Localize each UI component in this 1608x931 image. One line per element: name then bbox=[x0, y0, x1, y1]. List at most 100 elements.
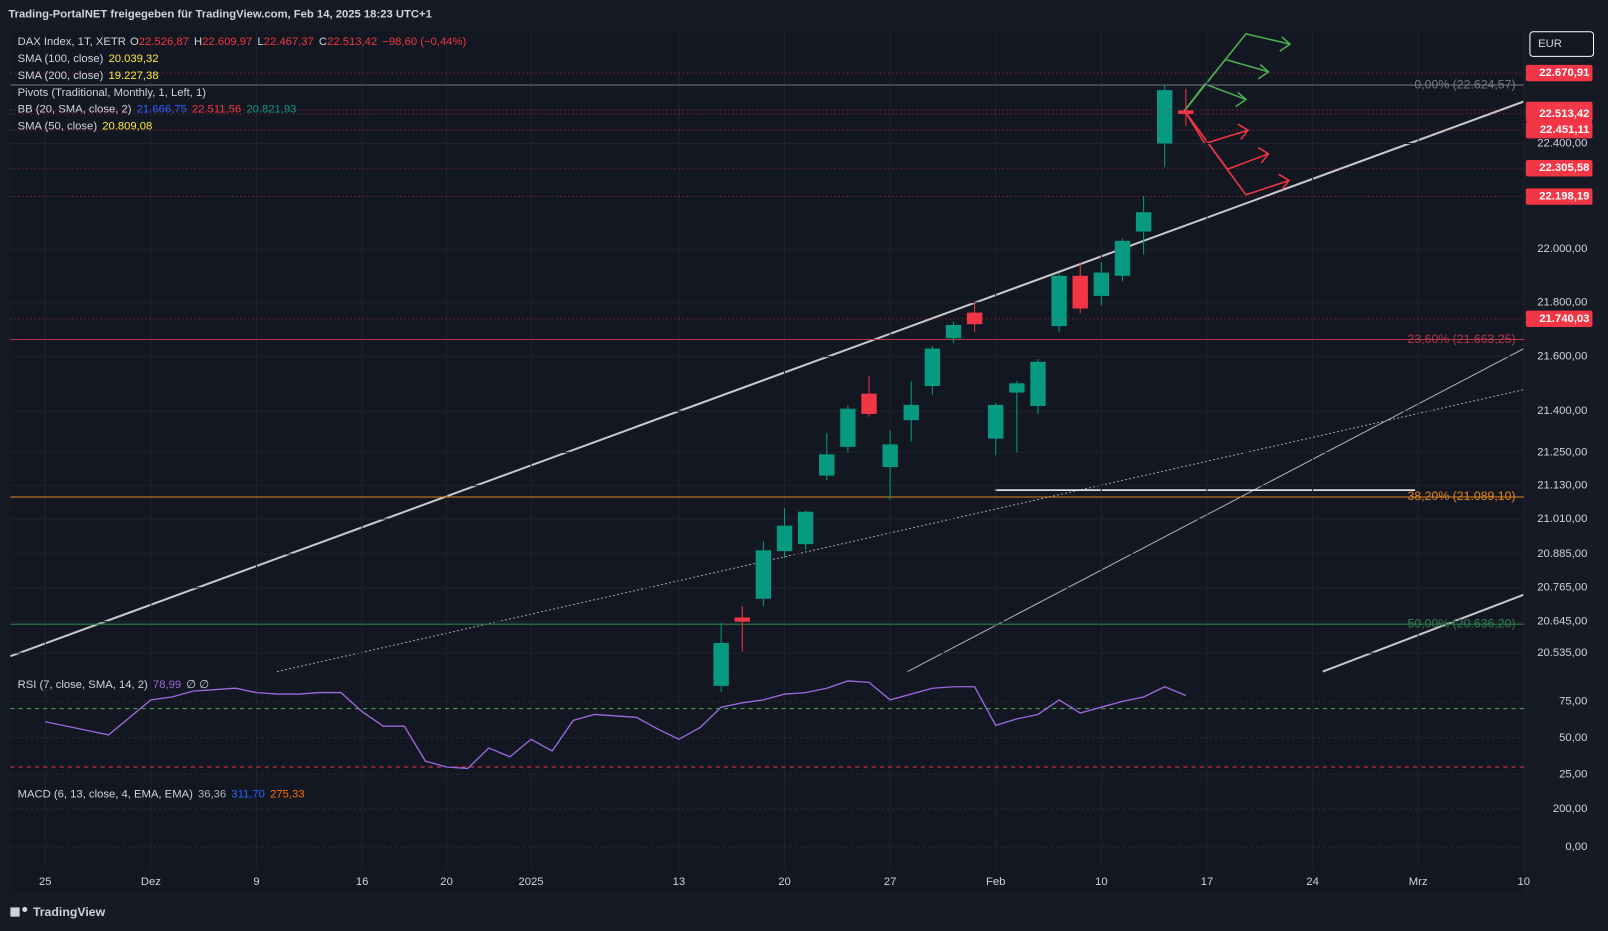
price-tag-label: 22.305,58 bbox=[1539, 162, 1589, 174]
price-tag-label: 22.513,42 bbox=[1539, 108, 1589, 120]
legend-key: H bbox=[194, 36, 202, 48]
macd-tick-label: 200,00 bbox=[1553, 803, 1587, 815]
candle-body bbox=[988, 404, 1004, 439]
candle-body bbox=[755, 550, 772, 599]
rsi-pane bbox=[10, 673, 1524, 778]
macd-title: MACD (6, 13, close, 4, EMA, EMA) bbox=[18, 789, 194, 801]
x-tick-label: Dez bbox=[141, 876, 161, 888]
fib-label: 38,20% (21.089,10) bbox=[1408, 489, 1516, 503]
legend-value: 22.467,37 bbox=[264, 36, 314, 48]
price-tag-label: 22.198,19 bbox=[1539, 191, 1589, 203]
fib-label: 50,00% (20.636,20) bbox=[1408, 616, 1516, 630]
candle-body bbox=[861, 393, 877, 414]
logo-mark bbox=[10, 907, 20, 917]
candle-body bbox=[882, 444, 898, 468]
macd-value: 311,70 bbox=[231, 789, 265, 801]
fib-label: 0,00% (22.624,57) bbox=[1414, 77, 1515, 91]
candle-body bbox=[1114, 240, 1131, 276]
x-tick-label: Mrz bbox=[1409, 876, 1428, 888]
candle-body bbox=[1072, 275, 1088, 309]
arrow-head bbox=[1237, 123, 1250, 140]
price-tag bbox=[1525, 105, 1593, 123]
price-tag-label: 22.670,91 bbox=[1539, 67, 1589, 79]
price-tag-label: 21.740,03 bbox=[1539, 313, 1589, 325]
indicator-value: 19.227,38 bbox=[108, 70, 158, 82]
header: Trading-PortalNET freigegeben für Tradin… bbox=[8, 8, 432, 20]
x-tick-label: 24 bbox=[1306, 876, 1319, 888]
y-tick-label: 21.130,00 bbox=[1537, 480, 1587, 492]
candle-body bbox=[819, 454, 835, 476]
price-tag-label: 22.451,11 bbox=[1540, 124, 1590, 136]
arrow-down bbox=[1183, 110, 1290, 196]
price-tag bbox=[1525, 121, 1593, 139]
rsi-tick-label: 25,00 bbox=[1559, 768, 1587, 780]
indicator-value: 21.666,75 bbox=[137, 104, 187, 116]
indicator-value: 22.511,56 bbox=[192, 104, 241, 116]
legend-value: 22.609,97 bbox=[202, 36, 252, 48]
currency[interactable]: EUR bbox=[1538, 38, 1562, 50]
y-tick-label: 22.000,00 bbox=[1537, 243, 1587, 255]
rsi-line bbox=[45, 680, 1187, 770]
x-tick-label: 20 bbox=[440, 876, 453, 888]
rsi-tick-label: 50,00 bbox=[1559, 732, 1587, 744]
y-tick-label: 20.645,00 bbox=[1537, 616, 1587, 628]
candle-body bbox=[1135, 212, 1152, 232]
arrow-down bbox=[1257, 146, 1270, 164]
candle-body bbox=[1093, 272, 1110, 296]
x-tick-label: 27 bbox=[884, 876, 897, 888]
legend-value: 22.513,42 bbox=[327, 36, 377, 48]
indicator-name: SMA (200, close) bbox=[18, 70, 104, 82]
x-tick-label: 16 bbox=[356, 876, 369, 888]
macd-value: 275,33 bbox=[270, 789, 304, 801]
candle-body bbox=[1030, 361, 1046, 406]
y-tick-label: 22.400,00 bbox=[1537, 137, 1587, 149]
arrow-head bbox=[1257, 64, 1270, 80]
macd-pane bbox=[10, 779, 1524, 870]
candle-body bbox=[797, 511, 814, 545]
price-tag bbox=[1525, 64, 1593, 82]
indicator-name: SMA (50, close) bbox=[18, 121, 98, 133]
legend-value: −98,60 (−0,44%) bbox=[382, 36, 466, 48]
price-tag bbox=[1525, 160, 1593, 177]
rsi-extra: ∅ ∅ bbox=[186, 679, 209, 691]
y-tick-label: 20.885,00 bbox=[1537, 548, 1587, 560]
x-tick-label: 10 bbox=[1095, 876, 1108, 888]
legend-value: 22.526,87 bbox=[139, 36, 189, 48]
legend-key: C bbox=[319, 36, 327, 48]
candle-body bbox=[903, 404, 919, 421]
indicator-value: 20.821,93 bbox=[246, 104, 296, 116]
indicator-name: BB (20, SMA, close, 2) bbox=[18, 104, 132, 116]
candle-body bbox=[924, 348, 941, 387]
y-tick-label: 21.600,00 bbox=[1537, 351, 1587, 363]
y-tick-label: 21.250,00 bbox=[1537, 446, 1587, 458]
candle-body bbox=[840, 408, 856, 447]
price-tag bbox=[1525, 310, 1593, 327]
candle-body bbox=[734, 617, 750, 622]
price-tag bbox=[1525, 188, 1593, 205]
candle-body bbox=[1157, 90, 1173, 144]
x-tick-label: 17 bbox=[1201, 876, 1214, 888]
trend-line bbox=[10, 100, 1525, 658]
rsi-tick-label: 75,00 bbox=[1559, 695, 1587, 707]
candle-body bbox=[713, 643, 729, 686]
indicator-value: 20.039,32 bbox=[108, 53, 158, 65]
x-tick-label: 9 bbox=[253, 876, 259, 888]
y-tick-label: 20.535,00 bbox=[1537, 647, 1587, 659]
fib-label: 23,60% (21.663,25) bbox=[1408, 332, 1516, 346]
macd-tick-label: 0,00 bbox=[1565, 841, 1587, 853]
candle-body bbox=[1009, 383, 1025, 393]
arrow-head bbox=[1279, 36, 1292, 52]
candle-body bbox=[1051, 275, 1067, 327]
legend-key: O bbox=[130, 36, 139, 48]
x-tick-label: Feb bbox=[986, 876, 1005, 888]
logo-mark bbox=[22, 906, 28, 913]
footer: TradingView bbox=[33, 905, 106, 919]
legend-key: L bbox=[257, 36, 263, 48]
candle-body bbox=[776, 525, 793, 552]
currency-button[interactable] bbox=[1529, 31, 1595, 57]
indicator-value: 20.809,08 bbox=[102, 121, 152, 133]
indicator-name: Pivots (Traditional, Monthly, 1, Left, 1… bbox=[18, 87, 207, 99]
y-tick-label: 21.800,00 bbox=[1537, 297, 1587, 309]
